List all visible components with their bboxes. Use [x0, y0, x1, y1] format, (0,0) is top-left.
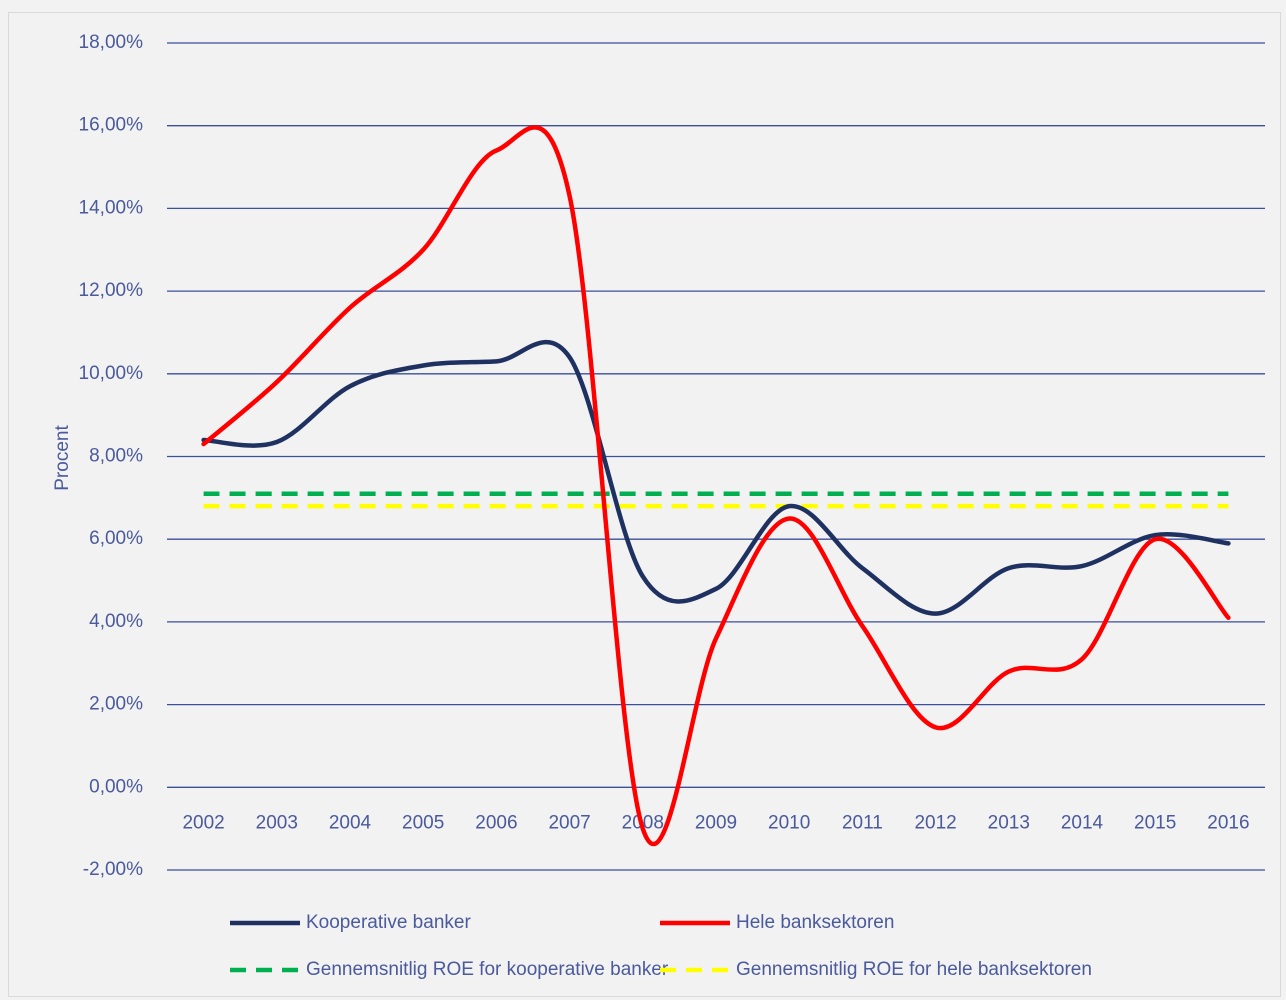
y-tick-label: 16,00%: [79, 115, 144, 136]
y-tick-label: 4,00%: [89, 611, 143, 632]
x-tick-label: 2013: [988, 812, 1030, 833]
legend-label: Kooperative banker: [306, 912, 471, 933]
y-tick-label: 14,00%: [79, 197, 144, 218]
x-tick-label: 2003: [256, 812, 298, 833]
x-tick-label: 2010: [768, 812, 810, 833]
x-tick-label: 2007: [548, 812, 590, 833]
x-tick-label: 2014: [1061, 812, 1104, 833]
x-tick-label: 2004: [329, 812, 372, 833]
x-tick-label: 2015: [1134, 812, 1176, 833]
y-tick-label: 6,00%: [89, 528, 143, 549]
x-tick-label: 2009: [695, 812, 737, 833]
x-tick-label: 2006: [475, 812, 517, 833]
legend-label: Hele banksektoren: [736, 912, 894, 933]
x-tick-label: 2002: [182, 812, 224, 833]
x-tick-label: 2012: [914, 812, 956, 833]
x-tick-label: 2016: [1207, 812, 1249, 833]
y-axis-label: Procent: [52, 425, 73, 491]
series-line: [201, 125, 1231, 847]
y-tick-label: 0,00%: [89, 776, 143, 797]
legend-label: Gennemsnitlig ROE for hele banksektoren: [736, 959, 1092, 980]
frame: [8, 12, 1281, 997]
y-tick-label: -2,00%: [83, 859, 143, 880]
y-tick-label: 12,00%: [79, 280, 144, 301]
x-tick-label: 2005: [402, 812, 444, 833]
x-tick-label: 2011: [842, 812, 883, 833]
y-tick-label: 8,00%: [89, 446, 143, 467]
y-tick-label: 2,00%: [89, 694, 143, 715]
y-tick-label: 10,00%: [79, 363, 144, 384]
legend-label: Gennemsnitlig ROE for kooperative banker: [306, 959, 669, 980]
y-tick-label: 18,00%: [79, 32, 144, 53]
series-line: [201, 340, 1231, 616]
